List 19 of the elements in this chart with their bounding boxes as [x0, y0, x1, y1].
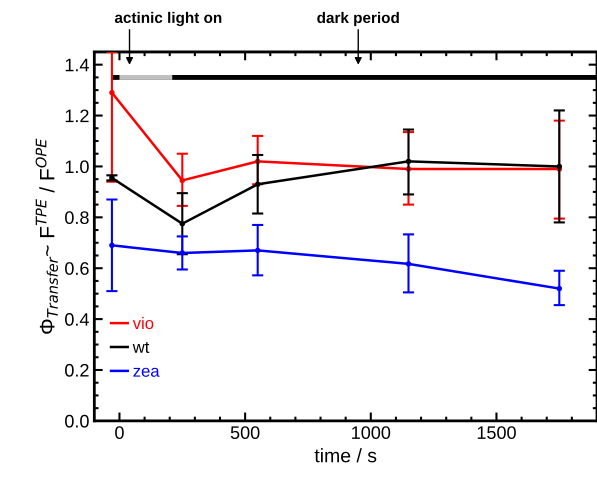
y-tick-label: 1.2: [66, 109, 89, 122]
y-tick-label: 1.4: [66, 58, 89, 72]
x-tick-label: 500: [230, 426, 260, 439]
y-tick-label: 1.0: [66, 160, 89, 174]
x-tick-label: 0: [115, 426, 124, 439]
y-tick-label: 0.8: [65, 211, 89, 224]
legend-label: vio: [132, 316, 154, 330]
text: dark period: [317, 12, 399, 26]
y-tick-label: 0.0: [65, 414, 89, 428]
y-tick-label: 0.4: [65, 313, 89, 326]
text: actinic light on: [114, 12, 222, 26]
y-axis-title: Φ$_{Transfer}$~ F$^{TPE}$ / F$^{OPE}$: [36, 138, 58, 334]
y-tick-label: 0.6: [65, 262, 89, 275]
legend-label: wt: [132, 342, 150, 353]
x-axis-title: time / s: [314, 448, 376, 462]
x-tick-label: 1000: [352, 426, 390, 439]
y-tick-label: 0.2: [65, 364, 89, 377]
legend-label: zea: [133, 368, 160, 377]
x-tick-label: 1500: [478, 426, 516, 439]
